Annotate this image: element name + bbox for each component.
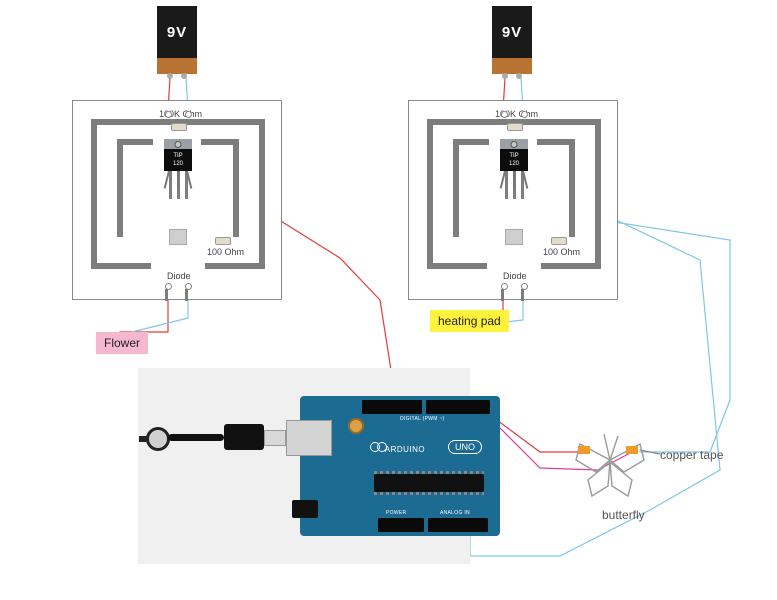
- usb-cable: [168, 434, 224, 441]
- copper-tape-right: [626, 446, 638, 454]
- copper-tape-left: [578, 446, 590, 454]
- digital-header-2: [426, 400, 490, 414]
- digital-label: DIGITAL (PWM ~): [400, 416, 445, 422]
- power-label: POWER: [386, 510, 406, 516]
- model-badge: UNO: [448, 440, 482, 454]
- barrel-jack: [292, 500, 318, 518]
- arduino-uno-board: ARDUINO UNO DIGITAL (PWM ~) POWER ANALOG…: [300, 396, 500, 536]
- reset-button: [348, 418, 364, 434]
- atmega-chip: [374, 474, 484, 492]
- usb-plug: [224, 424, 264, 450]
- label-heating-pad: heating pad: [430, 310, 509, 332]
- usb-port: [286, 420, 332, 456]
- driver-module-flower: 100K OhmTIP120100 OhmDiode: [72, 100, 282, 300]
- diagram-stage: 9V 9V 100K OhmTIP120100 OhmDiode 100K Oh…: [0, 0, 777, 600]
- battery-label: 9V: [167, 24, 187, 41]
- label-butterfly: butterfly: [602, 508, 645, 522]
- label-copper-tape: copper tape: [660, 448, 723, 462]
- usb-cable-end: [146, 427, 170, 451]
- butterfly-shape: [570, 430, 650, 500]
- power-header: [378, 518, 424, 532]
- label-flower: Flower: [96, 332, 148, 354]
- analog-label: ANALOG IN: [440, 510, 470, 516]
- battery-9v-right: 9V: [492, 6, 532, 84]
- battery-label: 9V: [502, 24, 522, 41]
- digital-header-1: [362, 400, 422, 414]
- analog-header: [428, 518, 488, 532]
- battery-9v-left: 9V: [157, 6, 197, 84]
- arduino-logo: ARDUINO: [370, 442, 425, 454]
- driver-module-heating: 100K OhmTIP120100 OhmDiode: [408, 100, 618, 300]
